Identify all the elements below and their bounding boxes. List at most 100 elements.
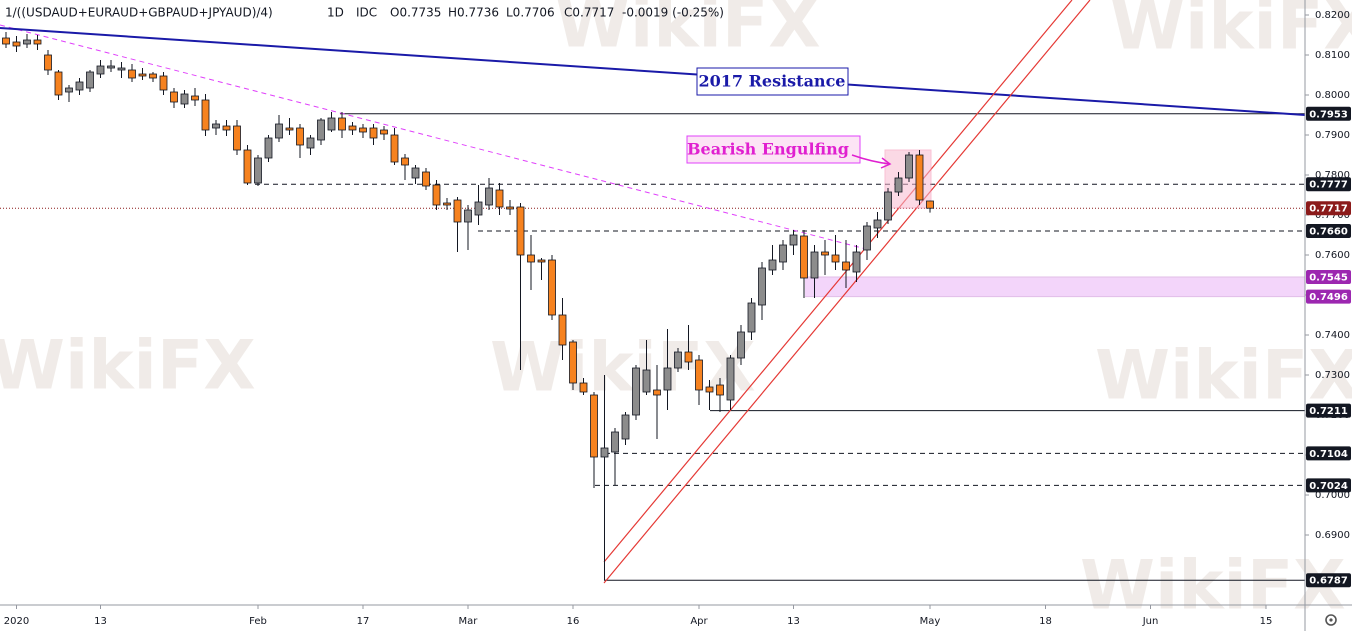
candle-body <box>569 341 577 384</box>
candle-body <box>548 259 556 316</box>
candles <box>2 32 934 581</box>
x-tick-label: Apr <box>690 616 708 627</box>
candle-body <box>516 206 525 256</box>
level-label-bg <box>1306 289 1351 304</box>
gear-hub[interactable] <box>1329 618 1333 622</box>
candle-body <box>800 235 808 279</box>
candle-body <box>758 267 766 306</box>
x-tick-label: 13 <box>94 616 107 627</box>
level-label: 0.7545 <box>1306 270 1351 284</box>
candle-body <box>632 367 640 416</box>
watermark: WikiFX <box>1095 337 1352 416</box>
candle-body <box>674 351 682 369</box>
candle-body <box>590 394 598 458</box>
candle-body <box>12 41 21 47</box>
candle-body <box>369 127 378 139</box>
interval: 1D <box>327 6 344 20</box>
x-tick-label: 17 <box>357 616 370 627</box>
ohlc-open: O0.7735 <box>390 6 441 20</box>
annotation-arrow <box>851 154 892 169</box>
candle-body <box>737 331 745 359</box>
candle-body <box>558 314 567 346</box>
ohlc-high: H0.7736 <box>448 6 499 20</box>
candle-body <box>485 187 493 206</box>
level-label: 0.7777 <box>1306 177 1351 192</box>
candle-body <box>600 447 609 458</box>
candle-body <box>149 73 157 79</box>
level-label-bg <box>1306 403 1351 418</box>
candle-body <box>810 251 819 279</box>
candle-body <box>2 37 10 45</box>
candle-body <box>863 225 871 251</box>
level-label-text: 0.7545 <box>1309 273 1348 284</box>
candle-body <box>86 71 94 89</box>
y-tick-label: 0.7000 <box>1315 490 1350 501</box>
candle-body <box>296 127 304 146</box>
watermark: WikiFX <box>490 329 756 408</box>
candle-body <box>222 125 231 131</box>
channel-line <box>603 0 1073 563</box>
gear[interactable] <box>1325 614 1337 626</box>
settings-icon[interactable] <box>1325 614 1337 626</box>
x-tick-label: 15 <box>1260 616 1273 627</box>
candle-body <box>621 414 630 440</box>
candle-body <box>117 67 126 71</box>
candle-body <box>642 369 651 393</box>
resistance-line <box>0 27 1306 116</box>
level-label: 0.7660 <box>1306 224 1351 238</box>
candle-body <box>170 91 178 103</box>
channel-line <box>603 0 1091 584</box>
y-tick-label: 0.7700 <box>1315 210 1350 221</box>
ohlc-low: L0.7706 <box>506 6 555 20</box>
support-zone <box>805 277 1305 297</box>
candle-body <box>705 386 714 393</box>
candle-body <box>138 73 147 77</box>
candle-body <box>821 251 829 256</box>
candle-body <box>537 259 546 263</box>
candle-body <box>663 367 672 391</box>
candle-body <box>254 157 262 184</box>
y-tick-label: 0.6900 <box>1315 530 1350 541</box>
candle-body <box>894 177 903 193</box>
candle-body <box>464 209 472 223</box>
candle-body <box>275 123 283 139</box>
watermark: WikiFX <box>1080 547 1346 626</box>
candle-body <box>747 302 756 333</box>
candle-body <box>54 71 63 96</box>
x-tick-label: 13 <box>787 616 800 627</box>
candle-body <box>411 167 420 179</box>
candle-body <box>191 95 199 101</box>
y-tick-label: 0.8100 <box>1315 50 1350 61</box>
candle-body <box>831 254 840 263</box>
candle-body <box>926 200 934 209</box>
candle-body <box>768 259 777 271</box>
level-label-text: 0.7953 <box>1309 109 1348 120</box>
ohlc-change: -0.0019 (-0.25%) <box>622 6 724 20</box>
level-label-text: 0.7660 <box>1309 227 1348 238</box>
candle-body <box>264 137 273 159</box>
annotation: 2017 Resistance <box>696 67 849 96</box>
candle-body <box>873 219 882 229</box>
candle-body <box>506 206 514 210</box>
annotation-text: Bearish Engulfing <box>687 140 849 159</box>
candle-body <box>390 134 399 163</box>
symbol-title: 1/((USDAUD+EURAUD+GBPAUD+JPYAUD)/4) <box>5 6 273 20</box>
candle-body <box>65 87 73 93</box>
annotation: Bearish Engulfing <box>686 135 892 169</box>
x-tick-label: Feb <box>249 616 267 627</box>
candle-body <box>306 137 315 149</box>
candle-body <box>75 81 84 91</box>
candle-body <box>380 129 388 135</box>
candle-body <box>915 154 924 201</box>
level-label-text: 0.6787 <box>1309 576 1348 587</box>
candle-body <box>716 384 724 396</box>
level-label: 0.7717 <box>1306 201 1351 216</box>
candle-body <box>852 251 861 273</box>
candle-body <box>779 244 787 263</box>
candle-body <box>527 254 535 263</box>
candle-body <box>128 69 136 79</box>
level-label-text: 0.7717 <box>1309 204 1348 215</box>
candle-body <box>159 75 168 91</box>
annotation-box <box>696 67 849 96</box>
y-tick-label: 0.7600 <box>1315 250 1350 261</box>
